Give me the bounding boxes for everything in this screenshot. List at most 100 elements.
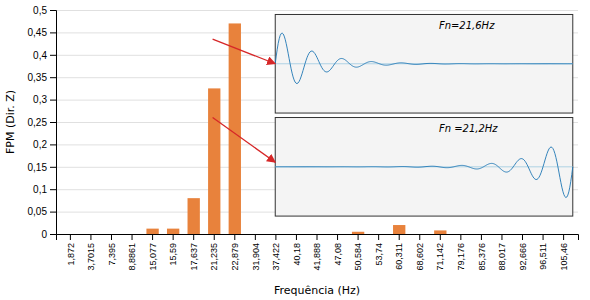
x-tick: 41,888 <box>312 234 322 271</box>
y-tick-label: 0,3 <box>33 94 47 105</box>
bar <box>557 234 569 235</box>
x-tick: 15,077 <box>148 234 158 271</box>
grid-line <box>56 10 578 11</box>
annotation: Fn =21,2Hz <box>439 123 498 134</box>
y-tick: 0,05 <box>28 206 56 217</box>
x-tick-label: 15,077 <box>148 243 158 271</box>
inset-wave <box>275 33 573 83</box>
x-tick: 7,395 <box>107 234 117 266</box>
y-tick-mark <box>50 144 56 145</box>
bar <box>516 234 528 235</box>
y-tick-label: 0,05 <box>28 206 48 217</box>
x-tick-label: 37,422 <box>271 243 281 271</box>
y-axis-line <box>50 11 57 235</box>
bar <box>188 198 200 234</box>
x-tick: 1,872 <box>66 234 76 266</box>
bar <box>475 234 487 235</box>
bar <box>311 234 323 235</box>
y-tick: 0,3 <box>33 94 56 105</box>
y-tick-mark <box>50 122 56 123</box>
x-tick-mark <box>378 234 379 240</box>
bar <box>393 225 405 234</box>
x-tick-label: 31,904 <box>250 243 260 271</box>
x-tick-mark <box>543 234 544 240</box>
x-tick: 17,637 <box>189 234 199 271</box>
x-tick-mark <box>234 234 235 240</box>
x-tick-label: 41,888 <box>312 243 322 271</box>
x-tick: 88,017 <box>497 234 507 271</box>
x-tick-label: 53,74 <box>374 243 384 266</box>
x-tick-label: 79,176 <box>456 243 466 271</box>
x-tick: 60,311 <box>394 234 404 270</box>
annotation-arrow <box>213 118 276 163</box>
x-tick-label: 68,602 <box>415 243 425 271</box>
x-tick-label: 71,142 <box>435 243 445 271</box>
y-tick-label: 0,35 <box>28 72 48 83</box>
x-tick: 79,176 <box>456 234 466 271</box>
bar <box>496 234 508 235</box>
bar <box>372 234 384 235</box>
y-tick-label: 0,5 <box>33 5 47 16</box>
y-tick-mark <box>50 32 56 33</box>
x-tick: 22,879 <box>230 234 240 271</box>
y-tick: 0,5 <box>33 5 56 16</box>
annotations: Fn=21,6HzFn =21,2Hz <box>213 14 573 216</box>
x-tick-mark <box>337 234 338 240</box>
y-tick-mark <box>50 100 56 101</box>
x-tick: 47,08 <box>333 234 343 266</box>
x-tick-label: 60,311 <box>394 243 404 270</box>
bar <box>270 234 282 235</box>
x-tick-label: 1,872 <box>66 243 76 266</box>
bar <box>352 232 364 234</box>
bar <box>126 234 138 235</box>
x-tick-label: 3,7015 <box>86 243 96 271</box>
y-tick-mark <box>50 10 56 11</box>
x-tick: 31,904 <box>250 234 260 271</box>
y-tick-label: 0,4 <box>33 50 47 61</box>
x-tick: 3,7015 <box>86 234 96 271</box>
grid <box>56 11 578 235</box>
x-tick-mark <box>501 234 502 240</box>
x-tick: 105,46 <box>559 234 569 271</box>
x-tick-mark <box>275 234 276 240</box>
x-tick: 85,376 <box>477 234 487 271</box>
x-tick: 96,511 <box>538 234 548 270</box>
x-tick-mark <box>173 234 174 240</box>
inset-frame <box>275 118 573 217</box>
x-tick-mark <box>358 234 359 240</box>
y-tick-label: 0,25 <box>28 117 48 128</box>
x-tick-label: 22,879 <box>230 243 240 271</box>
x-tick: 8,8861 <box>127 234 137 271</box>
y-tick: 0,2 <box>33 139 56 150</box>
x-tick-label: 17,637 <box>189 243 199 271</box>
bar <box>434 230 446 234</box>
x-tick: 37,422 <box>271 234 281 271</box>
y-tick: 0,15 <box>28 162 56 173</box>
grid-line <box>56 10 578 11</box>
x-tick-mark <box>70 234 71 240</box>
bar <box>249 234 261 235</box>
bar <box>64 234 76 235</box>
bar <box>229 23 241 234</box>
y-tick: 0,1 <box>33 184 56 195</box>
bar <box>85 234 97 235</box>
x-axis-line <box>57 235 579 241</box>
x-tick-mark <box>193 234 194 240</box>
y-tick-label: 0,15 <box>28 162 48 173</box>
x-tick-mark <box>111 234 112 240</box>
x-tick: 40,18 <box>292 234 302 266</box>
x-tick: 71,142 <box>435 234 445 271</box>
x-tick-mark <box>296 234 297 240</box>
x-tick-label: 50,584 <box>353 243 363 271</box>
y-axis: 00,050,10,150,20,250,30,350,40,450,5 <box>28 5 57 240</box>
y-tick-mark <box>50 55 56 56</box>
x-tick-mark <box>481 234 482 240</box>
x-tick: 92,666 <box>518 234 528 271</box>
y-axis-title: FPM (Dir. Z) <box>4 90 17 154</box>
y-tick: 0,35 <box>28 72 56 83</box>
y-tick-mark <box>50 212 56 213</box>
chart: 00,050,10,150,20,250,30,350,40,450,51,87… <box>0 0 590 300</box>
x-tick-label: 85,376 <box>477 243 487 271</box>
bar <box>105 234 117 235</box>
annotation-arrow <box>213 39 276 64</box>
